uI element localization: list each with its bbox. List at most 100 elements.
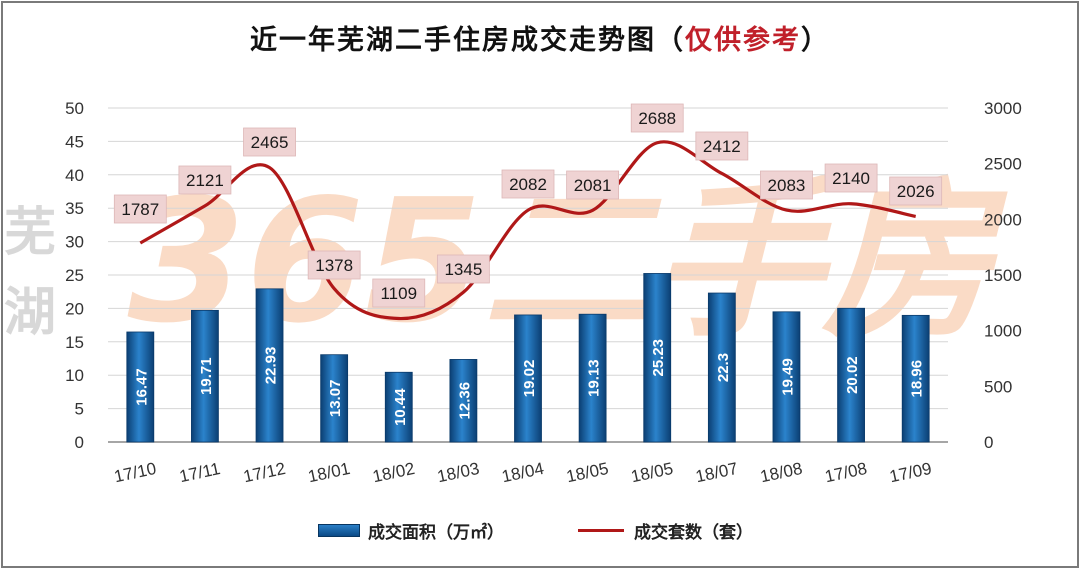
- line-label-box: [372, 278, 426, 308]
- x-tick-label: 17/12: [242, 459, 288, 486]
- line-data-label: 1787: [121, 200, 159, 219]
- legend-bar-swatch: [318, 524, 360, 537]
- line-data-label: 1378: [315, 256, 353, 275]
- line-label-box: [307, 250, 361, 280]
- left-tick-label: 45: [65, 132, 84, 151]
- legend-label-area: 成交面积（万㎡）: [368, 523, 504, 543]
- x-tick-label: 18/04: [500, 459, 546, 486]
- bar: [126, 331, 155, 443]
- watermark-side-char-2: 湖: [4, 283, 56, 343]
- line-data-label: 2412: [703, 137, 741, 156]
- bar: [255, 288, 284, 443]
- left-tick-label: 15: [65, 333, 84, 352]
- right-tick-label: 0: [984, 433, 993, 452]
- line-label-box: [630, 103, 684, 133]
- bar-data-label: 22.3: [715, 353, 732, 382]
- left-tick-label: 0: [75, 433, 84, 452]
- right-axis: 0 500 1000 1500 2000 2500 3000: [984, 99, 1022, 452]
- bar: [191, 309, 219, 443]
- bar: [707, 292, 736, 443]
- left-tick-label: 35: [65, 199, 84, 218]
- chart-title: 近一年芜湖二手住房成交走势图（仅供参考）: [0, 18, 1080, 57]
- right-tick-label: 3000: [984, 99, 1022, 118]
- left-tick-label: 10: [65, 366, 84, 385]
- right-tick-label: 1500: [984, 266, 1022, 285]
- x-tick-label: 17/10: [112, 459, 158, 486]
- right-tick-label: 2500: [984, 155, 1022, 174]
- bar: [772, 311, 801, 443]
- line-data-label: 2465: [251, 133, 289, 152]
- line-data-label: 2081: [574, 176, 612, 195]
- line-label-box: [243, 127, 296, 157]
- line-label-box: [113, 194, 167, 224]
- bar-data-label: 25.23: [650, 339, 667, 377]
- legend-item-area: 成交面积（万㎡）: [318, 518, 504, 543]
- left-tick-label: 50: [65, 99, 84, 118]
- x-tick-label: 18/01: [306, 459, 352, 486]
- line-data-label: 1345: [444, 260, 482, 279]
- line-label-box: [566, 170, 620, 200]
- x-axis: 17/10 17/11 17/12 18/01 18/02 18/03 18/04 18/05…: [112, 459, 933, 486]
- x-tick-label: 17/08: [823, 459, 869, 486]
- bar: [320, 354, 349, 443]
- bar-data-label: 10.44: [392, 388, 409, 426]
- line-data-label: 2026: [897, 182, 935, 201]
- line-data-label: 2140: [832, 169, 870, 188]
- line-label-box: [178, 165, 232, 195]
- right-tick-label: 2000: [984, 210, 1022, 229]
- bar: [449, 359, 478, 443]
- line-path: [139, 140, 917, 321]
- x-tick-label: 18/03: [435, 459, 481, 486]
- line-label-box: [695, 131, 749, 161]
- left-tick-label: 30: [65, 233, 84, 252]
- chart-title-main: 近一年芜湖二手住房成交走势图: [250, 25, 656, 56]
- chart-title-close: ）: [801, 25, 830, 56]
- bar-data-label: 19.13: [586, 359, 603, 397]
- line-data-label: 1109: [380, 284, 417, 303]
- x-tick-label: 17/11: [178, 459, 222, 486]
- x-tick-label: 17/09: [888, 459, 934, 486]
- bar-data-label: 19.02: [521, 360, 538, 398]
- x-tick-label: 18/02: [371, 459, 417, 486]
- line-label-box: [501, 169, 555, 199]
- bar: [643, 273, 672, 443]
- left-tick-label: 25: [65, 266, 84, 285]
- legend-line-swatch: [578, 529, 624, 532]
- line-data-label: 2121: [186, 171, 224, 190]
- right-tick-label: 500: [984, 377, 1012, 396]
- chart-title-open: （: [656, 25, 685, 56]
- line-label-box: [436, 254, 490, 284]
- bar-data-label: 19.71: [198, 357, 215, 395]
- bar-data-label: 16.47: [133, 368, 150, 406]
- bar-data-label: 20.02: [844, 356, 861, 394]
- legend-label-count: 成交套数（套）: [634, 523, 753, 543]
- bars: 16.47 19.71 22.93 13.07 10.44 12.36 19.02 19.13…: [126, 273, 930, 443]
- x-tick-label: 18/08: [759, 459, 805, 486]
- bar: [901, 314, 930, 443]
- bar: [384, 371, 413, 443]
- bar: [514, 314, 542, 443]
- bar-data-label: 12.36: [456, 382, 473, 420]
- line-label-box: [760, 170, 813, 200]
- bar-data-label: 22.93: [263, 347, 280, 385]
- right-tick-label: 1000: [984, 322, 1022, 341]
- line-label-box: [889, 176, 943, 206]
- line-data-label: 2688: [638, 109, 676, 128]
- left-tick-label: 20: [65, 299, 84, 318]
- left-axis: 0 5 10 15 20 25 30 35 40 45 50: [65, 99, 84, 452]
- left-tick-label: 5: [75, 400, 84, 419]
- left-tick-label: 40: [65, 166, 84, 185]
- x-tick-label: 18/05: [565, 459, 611, 486]
- bar-data-label: 13.07: [327, 380, 344, 418]
- line-data-label: 2082: [509, 175, 547, 194]
- line-label-box: [824, 163, 878, 193]
- legend-item-count: 成交套数（套）: [578, 518, 753, 543]
- chart-title-note: 仅供参考: [685, 25, 801, 56]
- bar: [837, 307, 865, 443]
- bar-data-label: 19.49: [779, 358, 796, 396]
- bar-data-label: 18.96: [909, 360, 926, 398]
- watermark-side-char-1: 芜: [4, 203, 56, 263]
